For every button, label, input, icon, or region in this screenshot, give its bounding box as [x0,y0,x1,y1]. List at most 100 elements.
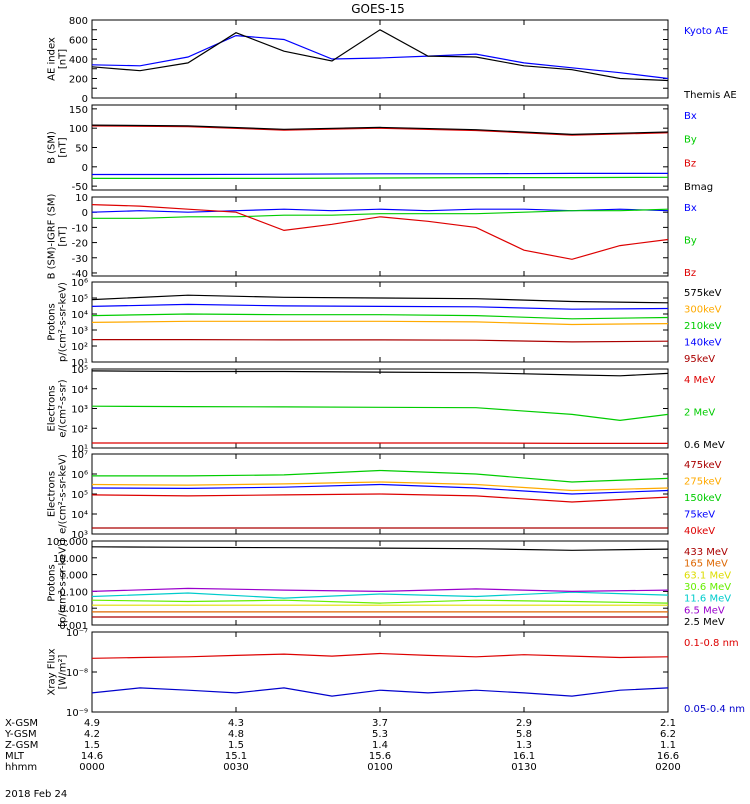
y-tick-label: 150 [69,105,88,116]
y-tick-label: 10⁶ [71,278,88,289]
legend-entry: 210keV [684,321,722,332]
x-row-value: 3.7 [372,718,388,729]
x-row-value: 15.1 [225,751,247,762]
y-tick-label: 10⁶ [71,470,88,481]
y-tick-label: -20 [72,239,88,250]
y-tick-label: 10⁵ [71,490,88,501]
y-tick-label: 10² [71,424,88,435]
x-row-value: 4.8 [228,729,244,740]
x-row-value: 0100 [367,762,392,773]
legend-entry: Bmag [684,182,713,193]
y-tick-label: 600 [69,36,88,47]
legend-entry: 75keV [684,510,715,521]
y-axis-label-line: B (SM) [47,131,58,164]
x-row-label: hhmm [5,762,37,773]
y-axis-label-line: e/(cm²-s-sr-keV) [58,454,69,534]
y-axis-label-line: AE index [47,37,58,81]
y-tick-label: 400 [69,55,88,66]
x-row-value: 1.5 [228,740,244,751]
x-row-value: 0000 [79,762,104,773]
x-row-value: 16.6 [657,751,679,762]
y-tick-label: 0 [82,163,88,174]
y-axis-label-line: Protons [47,564,58,601]
y-tick-label: 10⁻⁷ [66,628,88,639]
legend-entry: Bx [684,203,697,214]
y-axis-label-line: B (SM)-IGRF (SM) [47,194,58,280]
y-tick-label: -50 [72,182,88,193]
x-row-value: 0030 [223,762,248,773]
x-row-label: X-GSM [5,718,38,729]
y-axis-label-line: [nT] [58,137,69,157]
y-tick-label: 10⁵ [71,294,88,305]
y-tick-label: 50 [75,144,88,155]
y-axis-label-line: p/(cm²-s-sr-keV) [58,282,69,362]
y-axis-label-line: [nT] [58,49,69,69]
x-row-value: 1.5 [84,740,100,751]
y-tick-label: 10⁴ [71,310,88,321]
x-row-label: MLT [5,751,25,762]
y-axis-label-line: [W/m²] [58,654,69,689]
y-tick-label: 200 [69,75,88,86]
legend-entry: 575keV [684,288,722,299]
legend-entry: By [684,236,697,247]
legend-entry: Bz [684,158,696,169]
legend-entry: 475keV [684,460,722,471]
legend-entry: 95keV [684,354,715,365]
x-row-label: Y-GSM [4,729,37,740]
y-tick-label: -10 [72,223,88,234]
chart-title: GOES-15 [351,2,405,16]
legend-entry: 40keV [684,526,715,537]
legend-entry: 6.5 MeV [684,605,725,616]
x-row-value: 5.3 [372,729,388,740]
x-row-value: 1.4 [372,740,388,751]
x-row-value: 1.1 [660,740,676,751]
y-tick-label: -30 [72,254,88,265]
legend-entry: Bz [684,268,696,279]
legend-entry: 433 MeV [684,547,728,558]
y-tick-label: 0 [82,208,88,219]
legend-entry: Themis AE [683,90,737,101]
legend-entry: 275keV [684,477,722,488]
y-axis-label-line: [nT] [58,226,69,246]
x-row-label: Z-GSM [5,740,38,751]
y-axis-label-line: Electrons [47,385,58,431]
legend-entry: 300keV [684,305,722,316]
legend-entry: By [684,135,697,146]
legend-entry: 0.1-0.8 nm [684,638,739,649]
y-tick-label: 10⁴ [71,510,88,521]
x-row-value: 6.2 [660,729,676,740]
x-row-value: 0200 [655,762,680,773]
legend-entry: 0.05-0.4 nm [684,704,745,715]
y-tick-label: 10² [71,342,88,353]
legend-entry: Bx [684,111,697,122]
x-row-value: 4.9 [84,718,100,729]
legend-entry: 30.6 MeV [684,582,731,593]
y-tick-label: 10 [75,193,88,204]
legend-entry: 0.6 MeV [684,440,725,451]
x-row-value: 16.1 [513,751,535,762]
y-axis-label-line: e/(cm²-s-sr) [58,379,69,437]
y-tick-label: 10³ [71,326,88,337]
x-row-value: 4.2 [84,729,100,740]
legend-entry: 11.6 MeV [684,594,731,605]
x-row-value: 5.8 [516,729,532,740]
x-row-value: 1.3 [516,740,532,751]
date-label: 2018 Feb 24 [5,789,67,800]
legend-entry: 150keV [684,493,722,504]
y-tick-label: 10³ [71,405,88,416]
legend-entry: Kyoto AE [684,26,728,37]
legend-entry: 63.1 MeV [684,570,731,581]
legend-entry: 4 MeV [684,375,715,386]
legend-entry: 2.5 MeV [684,617,725,628]
y-axis-label-line: [p/(cm²-s-sr-keV)] [58,539,69,627]
y-axis-label-line: Electrons [47,471,58,517]
x-row-value: 4.3 [228,718,244,729]
legend-entry: 165 MeV [684,559,728,570]
y-tick-label: 10⁻⁸ [66,668,88,679]
x-row-value: 2.9 [516,718,532,729]
y-tick-label: 100 [69,124,88,135]
y-axis-label-line: Xray Flux [47,648,58,695]
